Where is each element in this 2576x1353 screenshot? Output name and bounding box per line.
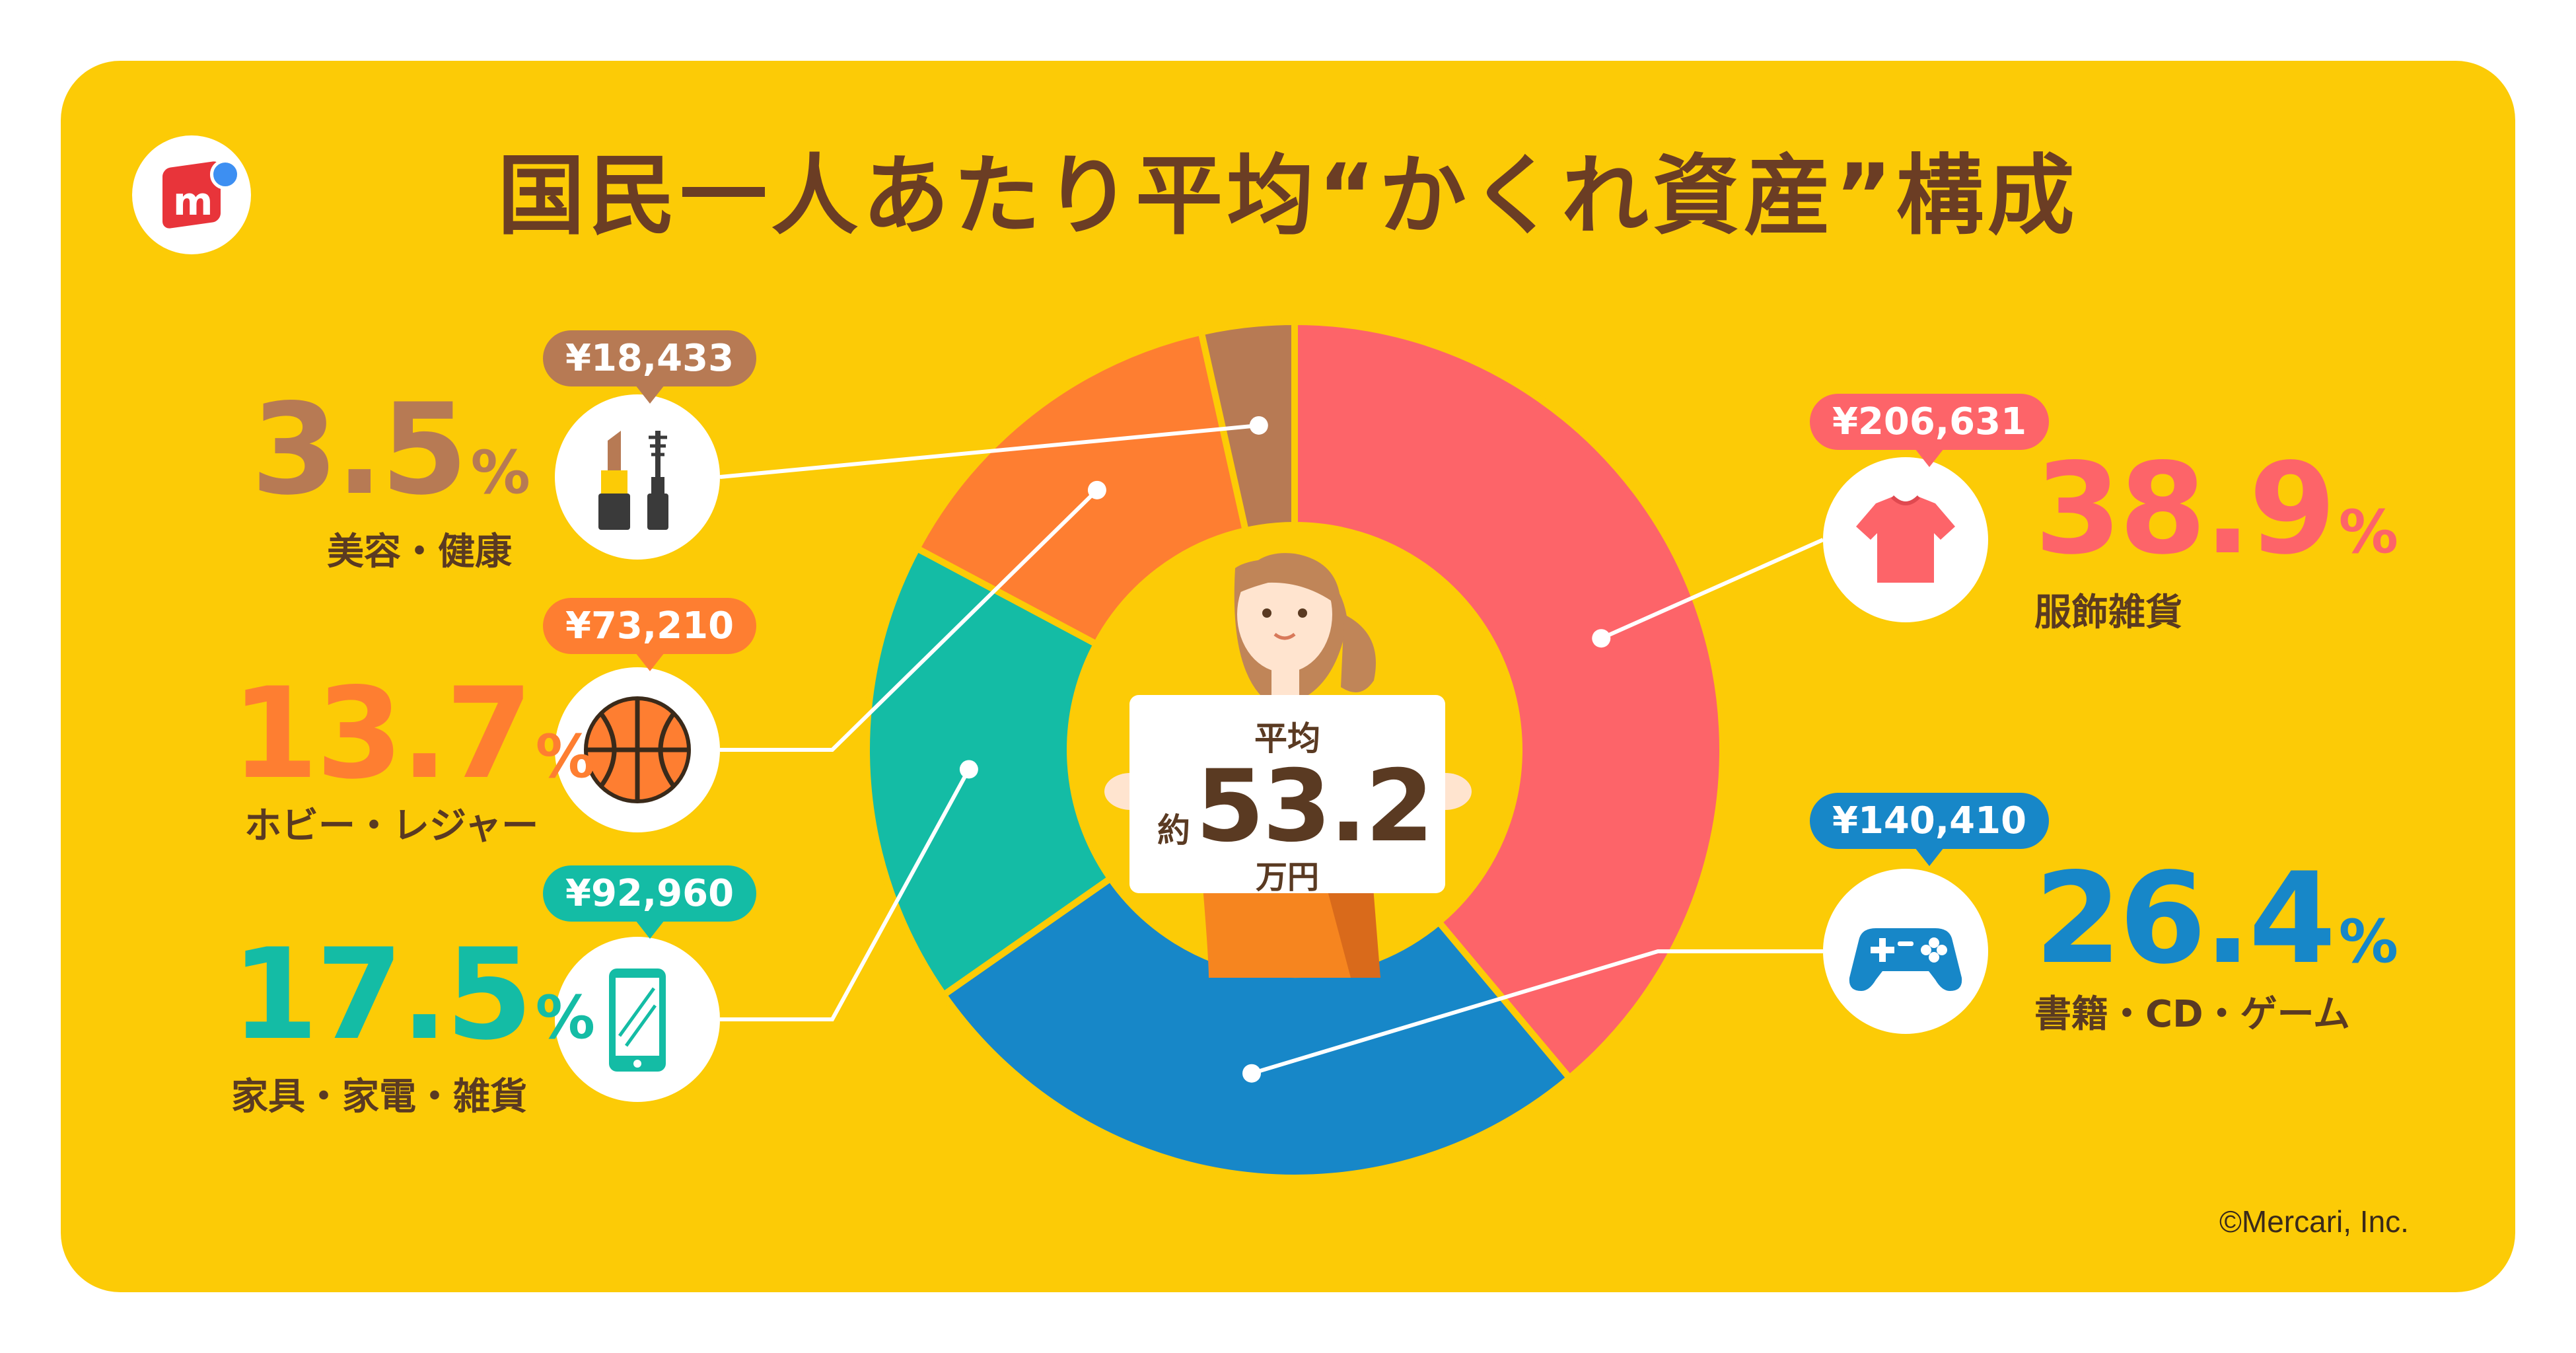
fashion-label: 服飾雑貨 xyxy=(2034,591,2182,634)
center-label-average: 平均 xyxy=(1254,719,1320,758)
fashion-percent-value: 38.9 xyxy=(2034,436,2336,582)
leader-line-beauty xyxy=(719,423,1260,479)
beauty-percent-value: 3.5 xyxy=(251,377,468,523)
gamepad-icon xyxy=(1849,928,1962,991)
leader-dot-books xyxy=(1242,1064,1262,1083)
furniture-amount-bubble: ¥92,960 xyxy=(543,865,757,939)
tshirt-icon xyxy=(1856,495,1955,583)
furniture-percent-unit: % xyxy=(535,983,595,1052)
hobby-label: ホビー・レジャー xyxy=(244,805,539,848)
smartphone-icon xyxy=(609,969,666,1072)
logo-dot-icon xyxy=(210,159,240,190)
fashion-percent: 38.9% xyxy=(2034,436,2398,582)
leader-line-fashion xyxy=(1600,538,1824,640)
books-percent-unit: % xyxy=(2338,907,2398,976)
books-percent: 26.4% xyxy=(2034,846,2398,992)
center-value: 53.2 xyxy=(1196,749,1434,864)
books-label: 書籍・CD・ゲーム xyxy=(2034,993,2350,1036)
books-percent-value: 26.4 xyxy=(2034,846,2336,992)
leader-line-furniture xyxy=(720,768,971,1021)
mercari-logo: m xyxy=(132,135,251,254)
center-sign: 平均 約 53.2 万円 xyxy=(1129,695,1445,896)
hobby-icon-circle xyxy=(555,667,720,832)
hobby-percent-unit: % xyxy=(535,722,595,791)
woman-illustration-icon xyxy=(1104,553,1472,978)
beauty-icon-circle xyxy=(555,394,720,560)
center-label-approx: 約 xyxy=(1157,811,1190,850)
beauty-percent: 3.5% xyxy=(251,377,530,523)
hobby-percent-value: 13.7 xyxy=(231,661,533,807)
furniture-label: 家具・家電・雑貨 xyxy=(231,1076,527,1118)
beauty-amount-bubble: ¥18,433 xyxy=(543,330,757,404)
fashion-icon-circle xyxy=(1823,457,1988,622)
leader-line-books xyxy=(1251,949,1823,1076)
beauty-label: 美容・健康 xyxy=(327,530,512,573)
furniture-percent-value: 17.5 xyxy=(231,922,533,1068)
lipstick-mascara-icon xyxy=(598,431,668,530)
basketball-icon xyxy=(584,696,691,803)
logo-letter: m xyxy=(173,179,213,224)
fashion-amount-bubble: ¥206,631 xyxy=(1810,394,2050,467)
beauty-percent-unit: % xyxy=(470,438,530,507)
leader-dot-hobby xyxy=(1087,480,1106,499)
leader-dot-fashion xyxy=(1592,629,1611,648)
furniture-icon-circle xyxy=(555,937,720,1102)
leader-line-hobby xyxy=(720,488,1099,752)
furniture-percent: 17.5% xyxy=(231,922,595,1068)
books-amount-bubble: ¥140,410 xyxy=(1810,793,2050,866)
copyright: ©Mercari, Inc. xyxy=(2219,1204,2409,1239)
books-icon-circle xyxy=(1823,869,1988,1034)
leader-dot-furniture xyxy=(959,760,978,779)
leader-dot-beauty xyxy=(1249,416,1268,435)
center-unit: 万円 xyxy=(1255,859,1319,896)
chart-title: 国民一人あたり平均“かくれ資産”構成 xyxy=(497,145,2079,247)
fashion-percent-unit: % xyxy=(2338,497,2398,567)
hobby-amount-bubble: ¥73,210 xyxy=(543,598,757,671)
hobby-percent: 13.7% xyxy=(231,661,595,807)
